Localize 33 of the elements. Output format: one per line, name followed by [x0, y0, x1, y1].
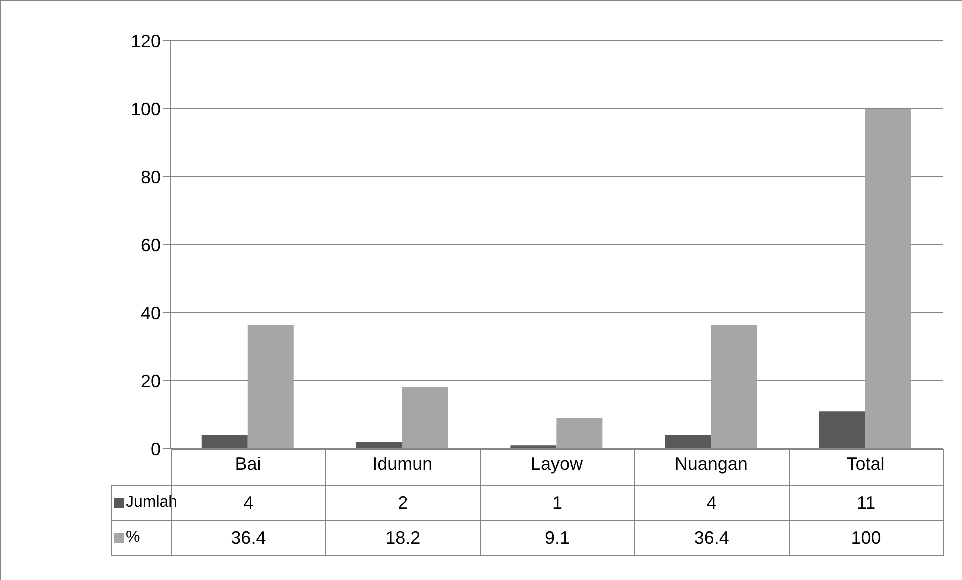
bar — [711, 325, 758, 449]
legend-label: Jumlah — [126, 494, 178, 512]
y-tick-label: 80 — [140, 167, 161, 188]
x-tick-label: Idumun — [372, 454, 433, 474]
bar — [248, 325, 294, 449]
data-label: 4 — [244, 492, 254, 512]
data-label: 11 — [788, 485, 944, 521]
x-tick-label: Bai — [235, 454, 262, 474]
data-label: 4 — [634, 485, 790, 521]
data-label: 36.4 — [634, 520, 790, 556]
y-tick-label: 40 — [140, 303, 161, 324]
bar — [556, 418, 603, 449]
y-tick-label: 0 — [150, 439, 161, 460]
y-tick-label: 100 — [130, 99, 161, 120]
y-tick-label: 60 — [140, 235, 161, 256]
bar — [402, 387, 448, 449]
bar — [865, 109, 912, 449]
data-label: 36.4 — [171, 520, 326, 556]
bar — [819, 412, 866, 449]
x-tick-label: Layow — [530, 454, 584, 474]
x-tick-label: Total — [846, 454, 885, 474]
y-tick-label: 120 — [130, 31, 161, 52]
data-label: 100 — [788, 520, 944, 556]
data-label: 2 — [325, 485, 481, 521]
x-tick-label: Nuangan — [674, 454, 748, 474]
bar — [356, 442, 402, 449]
data-label: 18.2 — [325, 520, 481, 556]
legend-label: % — [126, 529, 140, 547]
y-tick-label: 20 — [140, 371, 161, 392]
bar — [665, 435, 712, 449]
data-label: 9.1 — [480, 520, 636, 556]
data-label: 1 — [480, 485, 636, 521]
bar — [202, 435, 248, 449]
